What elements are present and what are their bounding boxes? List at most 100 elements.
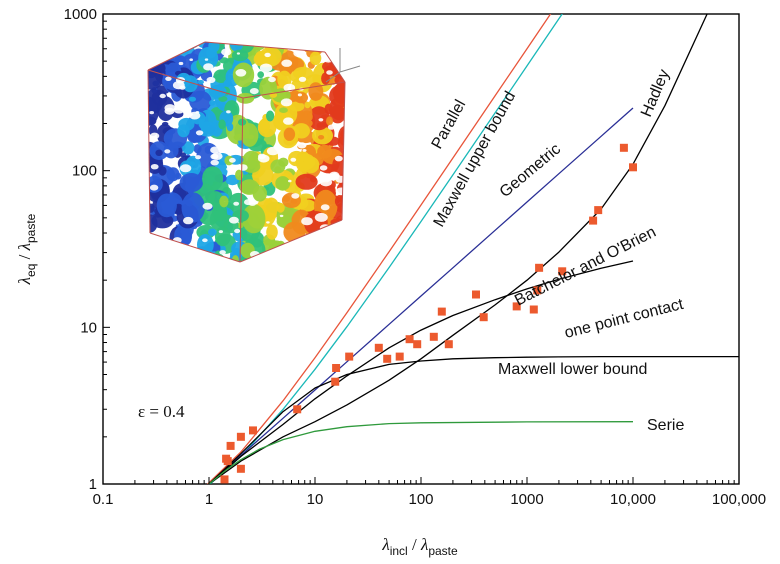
data-point [345,352,354,361]
data-point [220,475,229,484]
inset-blob [334,42,345,59]
inset-blob [208,42,220,53]
inset-blob [298,256,313,262]
x-axis-sep: / [408,535,421,554]
inset-pore [173,105,185,114]
inset-blob [197,234,214,256]
x-axis: 0.1 1 10 100 1000 10,000 100,000 [93,477,766,508]
inset-blob [317,147,324,154]
inset-blob [155,256,167,262]
inset-blob [181,192,205,223]
inset-pore [335,187,345,196]
inset-blob [166,251,188,262]
inset-pore [149,184,159,191]
inset-blob [289,101,305,112]
inset-blob [177,42,185,44]
inset-pore [164,107,175,115]
inset-blob [242,160,261,173]
x-tick-label: 10 [307,491,324,508]
inset-cube-edge [239,97,244,263]
inset-pore [199,252,212,261]
inset-blob [239,179,260,195]
inset-pore [236,52,240,55]
inset-pore [179,85,186,90]
data-point [226,441,235,450]
inset-blob [306,112,313,121]
inset-pore [165,76,172,82]
data-point [529,305,538,314]
y-tick-label: 1000 [64,6,97,23]
inset-blob [342,42,345,49]
inset-blob [155,149,163,156]
data-point [223,457,232,466]
curve-serie [208,421,634,484]
inset-pore [189,58,193,61]
inset-pore [302,149,307,152]
microstructure-inset-image [147,41,361,263]
inset-pore [179,164,192,173]
inset-blob [295,249,311,262]
inset-pore [320,178,332,187]
inset-blob [257,117,277,138]
inset-blob [178,245,193,260]
inset-blob [214,226,231,247]
inset-blob [259,46,282,67]
inset-blob [218,95,228,102]
inset-blob [169,42,177,47]
inset-cube-edge [242,81,346,99]
inset-pore [268,76,276,83]
inset-blob [148,253,163,262]
inset-blob [148,203,155,213]
data-point [629,163,637,172]
curve-maxwell-lower-bound [208,355,739,484]
inset-cube-edge [147,41,206,71]
inset-pore [329,171,340,179]
inset-blob [309,51,322,66]
inset-pore [334,155,343,162]
inset-blob [232,255,239,262]
inset-pore [335,247,345,256]
inset-pore [202,202,213,210]
inset-blob [208,228,217,236]
data-point [236,432,245,441]
inset-pore [174,221,179,225]
inset-blob [231,49,249,62]
inset-pore [226,166,233,172]
curve-hadley [208,14,708,484]
inset-pore [219,250,226,255]
inset-blob [257,71,265,79]
inset-blob [332,57,341,63]
inset-blob [266,224,278,240]
inset-pore [189,111,201,120]
data-point [405,335,414,344]
inset-pore [293,48,306,58]
inset-cube-edge [324,51,346,83]
inset-pore [298,76,307,82]
inset-pore [283,83,296,92]
data-point [395,352,404,361]
inset-pore [202,238,208,243]
data-point [332,364,341,372]
data-point [444,340,453,349]
inset-blob [158,166,167,176]
curve-maxwell-upper-bound [209,14,563,484]
inset-pore [229,216,239,224]
inset-blob [197,251,207,261]
inset-blob [152,241,161,248]
inset-pore [335,237,345,244]
inset-blob [198,47,219,70]
data-point [249,426,257,435]
data-point [512,302,521,311]
inset-pore [235,69,247,77]
y-axis: 1 10 100 1000 [64,6,110,493]
inset-blob [332,237,345,260]
inset-pore [314,212,328,222]
inset-pore [281,59,293,67]
inset-pore [221,48,232,56]
data-point [619,143,628,152]
x-axis-sub-num: incl [390,544,408,558]
inset-blob [236,92,255,104]
inset-blob [300,247,317,262]
inset-blob [275,176,291,191]
y-axis-sub-num: eq [24,264,38,277]
